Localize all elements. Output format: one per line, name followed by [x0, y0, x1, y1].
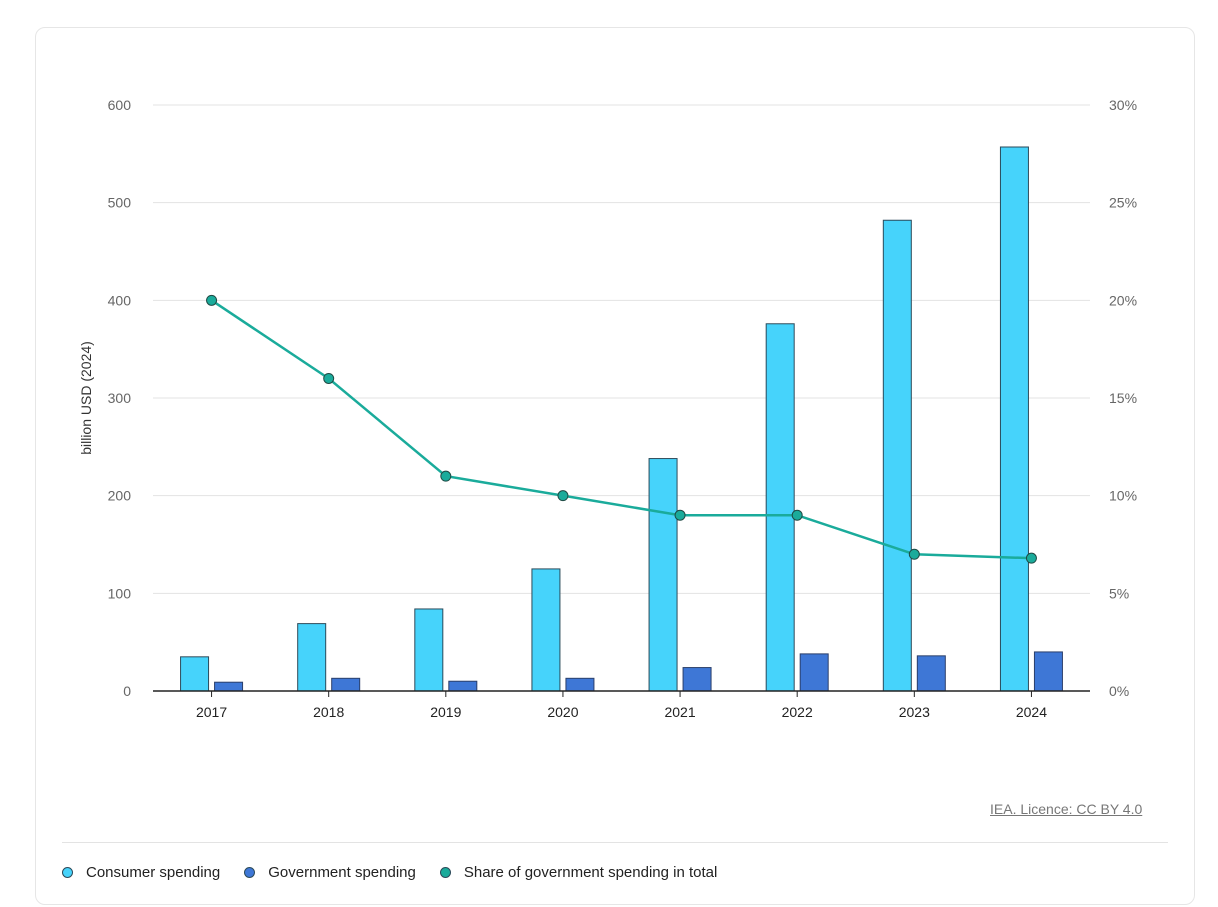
share-point-2021 [674, 509, 686, 521]
legend-divider [62, 842, 1168, 843]
bar-government-2023 [916, 655, 946, 692]
x-tick-label: 2024 [1016, 704, 1047, 720]
y2-tick-label: 20% [1109, 292, 1137, 308]
share-point-2017 [206, 294, 218, 306]
axis-labels: 0 100 200 300 400 500 600 0% 5% 10% 15% 20% 25% 30% bi… [78, 97, 1137, 720]
bar-government-2024 [1033, 651, 1063, 692]
x-tick-label: 2018 [313, 704, 344, 720]
legend-label-government: Government spending [268, 864, 416, 881]
bar-government-2019 [448, 680, 478, 692]
share-point-2020 [557, 490, 569, 502]
share-point-2024 [1025, 552, 1037, 564]
y2-tick-label: 15% [1109, 390, 1137, 406]
bar-government-2017 [214, 681, 244, 692]
share-line [206, 294, 1037, 564]
x-tick-label: 2022 [782, 704, 813, 720]
y-tick-label: 200 [108, 488, 132, 504]
y-tick-label: 600 [108, 97, 132, 113]
bar-government-2018 [331, 677, 361, 692]
y-tick-label: 400 [108, 292, 132, 308]
bar-consumer-2020 [531, 568, 561, 692]
legend-swatch-government [244, 867, 256, 878]
bar-consumer-2019 [414, 608, 444, 692]
share-point-2019 [440, 470, 452, 482]
legend-swatch-share [439, 867, 451, 878]
y-axis-label: billion USD (2024) [78, 341, 94, 455]
bar-consumer-2024 [999, 146, 1029, 692]
bar-consumer-2017 [180, 656, 210, 692]
bar-consumer-2018 [297, 623, 327, 692]
bar-consumer-2022 [765, 323, 795, 692]
legend-item-government[interactable]: Government spending [244, 864, 416, 881]
legend-item-consumer[interactable]: Consumer spending [62, 864, 220, 881]
x-tick-label: 2019 [430, 704, 461, 720]
share-point-2023 [908, 548, 920, 560]
legend-label-consumer: Consumer spending [86, 864, 221, 881]
legend-swatch-consumer [62, 867, 73, 878]
gridlines [153, 104, 1090, 594]
y2-tick-label: 30% [1109, 97, 1137, 113]
bar-consumer-2023 [882, 219, 912, 692]
y-tick-label: 100 [108, 585, 132, 601]
bar-government-2020 [565, 677, 595, 692]
bar-consumer-2021 [648, 458, 678, 692]
bar-government-2022 [799, 653, 829, 692]
share-line-path [210, 299, 1032, 560]
legend-item-share[interactable]: Share of government spending in total [439, 864, 718, 881]
bar-government-2021 [682, 667, 712, 692]
share-point-2022 [791, 509, 803, 521]
y2-tick-label: 5% [1109, 585, 1129, 601]
share-point-2018 [323, 372, 335, 384]
bars [180, 146, 1063, 692]
x-tick-label: 2021 [664, 704, 695, 720]
x-tick-label: 2023 [899, 704, 930, 720]
y-tick-label: 300 [108, 390, 132, 406]
legend-label-share: Share of government spending in total [463, 864, 718, 881]
y2-tick-label: 10% [1109, 488, 1137, 504]
y2-tick-label: 0% [1109, 683, 1129, 699]
credit-link[interactable]: IEA. Licence: CC BY 4.0 [990, 801, 1143, 817]
axes [153, 690, 1090, 697]
y-tick-label: 500 [108, 195, 132, 211]
x-tick-label: 2020 [547, 704, 578, 720]
legend: Consumer spending Government spending Sh… [62, 864, 741, 881]
y-tick-label: 0 [123, 683, 131, 699]
y2-tick-label: 25% [1109, 195, 1137, 211]
x-tick-label: 2017 [196, 704, 227, 720]
